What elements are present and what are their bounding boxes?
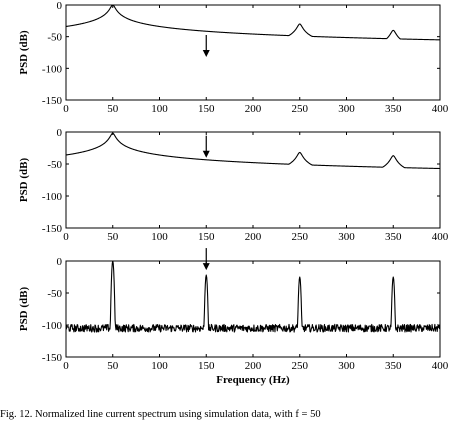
psd-series-line [65,132,441,170]
x-tick-label: 300 [338,360,355,372]
x-tick-label: 300 [338,231,355,243]
x-tick-label: 100 [151,360,168,372]
y-tick-label: -150 [42,95,63,107]
plot-frame [65,131,441,229]
x-tick-label: 50 [107,103,119,115]
y-tick-label: 0 [57,0,63,12]
y-tick-label: 0 [57,127,63,139]
arrow-head-icon [202,263,210,271]
arrow-head-icon [202,50,210,57]
x-tick-label: 0 [63,231,69,243]
x-tick-label: 200 [245,103,262,115]
x-tick-label: 50 [107,231,119,243]
arrow-head-icon [202,150,210,158]
y-tick-label: -150 [42,223,63,235]
y-tick-label: -50 [47,32,62,44]
x-tick-label: 100 [151,231,168,243]
x-tick-label: 200 [245,231,262,243]
psd-series-line [65,260,441,333]
psd-panel-1: 0 50 100 150 200 250 300 350 400 0 -50 -100 -150 PSD … [18,0,449,115]
x-tick-label: 150 [198,103,215,115]
y-tick-label: -100 [42,63,63,75]
y-tick-label: -150 [42,352,63,364]
y-tick-label: -50 [47,288,62,300]
y-axis-label: PSD (dB) [18,287,30,332]
x-tick-label: 400 [432,360,449,372]
x-tick-label: 0 [63,360,69,372]
x-tick-label: 100 [151,103,168,115]
x-tick-label: 150 [198,360,215,372]
x-axis-label: Frequency (Hz) [216,374,290,386]
y-axis-label: PSD (dB) [18,30,30,75]
x-tick-label: 300 [338,103,355,115]
x-tick-label: 250 [292,103,309,115]
x-tick-label: 350 [385,360,402,372]
y-tick-label: -100 [42,320,63,332]
x-tick-label: 50 [107,360,119,372]
x-tick-label: 150 [198,231,215,243]
plot-frame [65,260,441,358]
y-axis-label: PSD (dB) [18,158,30,203]
x-tick-label: 0 [63,103,69,115]
x-tick-label: 400 [432,103,449,115]
x-tick-label: 350 [385,231,402,243]
y-tick-label: -50 [47,159,62,171]
x-tick-label: 250 [292,231,309,243]
plot-frame [65,4,441,101]
y-tick-label: 0 [57,256,63,268]
figure-caption: Fig. 12. Normalized line current spectru… [0,409,321,420]
x-tick-label: 250 [292,360,309,372]
psd-panel-3: 0 50 100 150 200 250 300 350 400 0 -50 -100 -150 PSD … [18,248,449,386]
y-tick-label: -100 [42,191,63,203]
x-tick-label: 200 [245,360,262,372]
psd-panel-2: 0 50 100 150 200 250 300 350 400 0 -50 -100 -150 PSD … [18,127,449,243]
psd-series-line [65,4,441,41]
x-tick-label: 350 [385,103,402,115]
x-tick-label: 400 [432,231,449,243]
